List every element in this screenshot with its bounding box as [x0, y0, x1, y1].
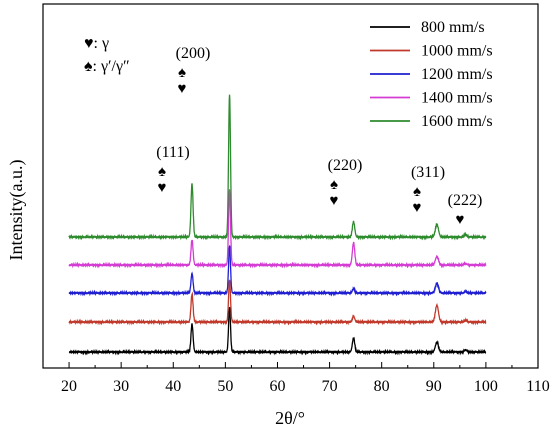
series-line [68, 306, 487, 356]
legend-label: 1200 mm/s [421, 66, 493, 83]
x-tick-label: 90 [426, 378, 442, 395]
phase-symbol: ♥ [413, 200, 422, 216]
x-tick-label: 40 [165, 378, 181, 395]
legend-label: 800 mm/s [421, 19, 485, 36]
legend-label: 1400 mm/s [421, 90, 493, 107]
series-line [68, 189, 487, 269]
phase-symbol: ♥ [158, 180, 167, 196]
x-tick-label: 30 [113, 378, 129, 395]
peak-label: (200) [176, 45, 211, 62]
x-tick-label: 20 [61, 378, 77, 395]
phase-symbol: ♠ [330, 177, 338, 193]
series-line [68, 245, 487, 297]
x-tick-label: 80 [374, 378, 390, 395]
phase-symbol: ♠ [158, 164, 166, 180]
legend-label: 1600 mm/s [421, 113, 493, 130]
series-group [68, 94, 487, 356]
plot-frame [42, 3, 539, 369]
phase-symbol: ♠ [178, 65, 186, 81]
phase-key-entry: ♠: γ′/γ″ [84, 58, 130, 75]
phase-key-entry: ♥: γ [84, 35, 109, 52]
legend: 800 mm/s 1000 mm/s 1200 mm/s 1400 mm/s 1600 … [370, 19, 493, 130]
peak-labels: (111)♠♥(200)♠♥(220)♠♥(311)♠♥ (222)♥ [156, 45, 482, 228]
series-line [68, 94, 487, 241]
x-tick-label: 50 [217, 378, 233, 395]
x-tick-label: 60 [269, 378, 285, 395]
phase-symbol: ♠ [413, 184, 421, 200]
peak-label: (222) [448, 192, 483, 209]
x-tick-label: 70 [322, 378, 338, 395]
phase-symbol: ♥ [178, 81, 187, 97]
peak-label: (220) [328, 157, 363, 174]
series-line [68, 279, 487, 326]
phase-symbol: ♥ [330, 193, 339, 209]
x-tick-label: 110 [526, 378, 549, 395]
x-axis: 20 30 40 50 60 70 80 90 100 110 [61, 362, 550, 395]
y-axis-label: Intensity(a.u.) [6, 160, 27, 261]
peak-label: (311) [411, 164, 445, 181]
x-axis-label: 2θ/° [275, 408, 305, 428]
x-tick-label: 100 [474, 378, 498, 395]
phase-key: ♥: γ ♠: γ′/γ″ [84, 35, 130, 75]
peak-label: (111) [156, 144, 189, 161]
legend-label: 1000 mm/s [421, 43, 493, 60]
plot-border [42, 3, 539, 369]
phase-symbol: ♥ [456, 212, 465, 228]
